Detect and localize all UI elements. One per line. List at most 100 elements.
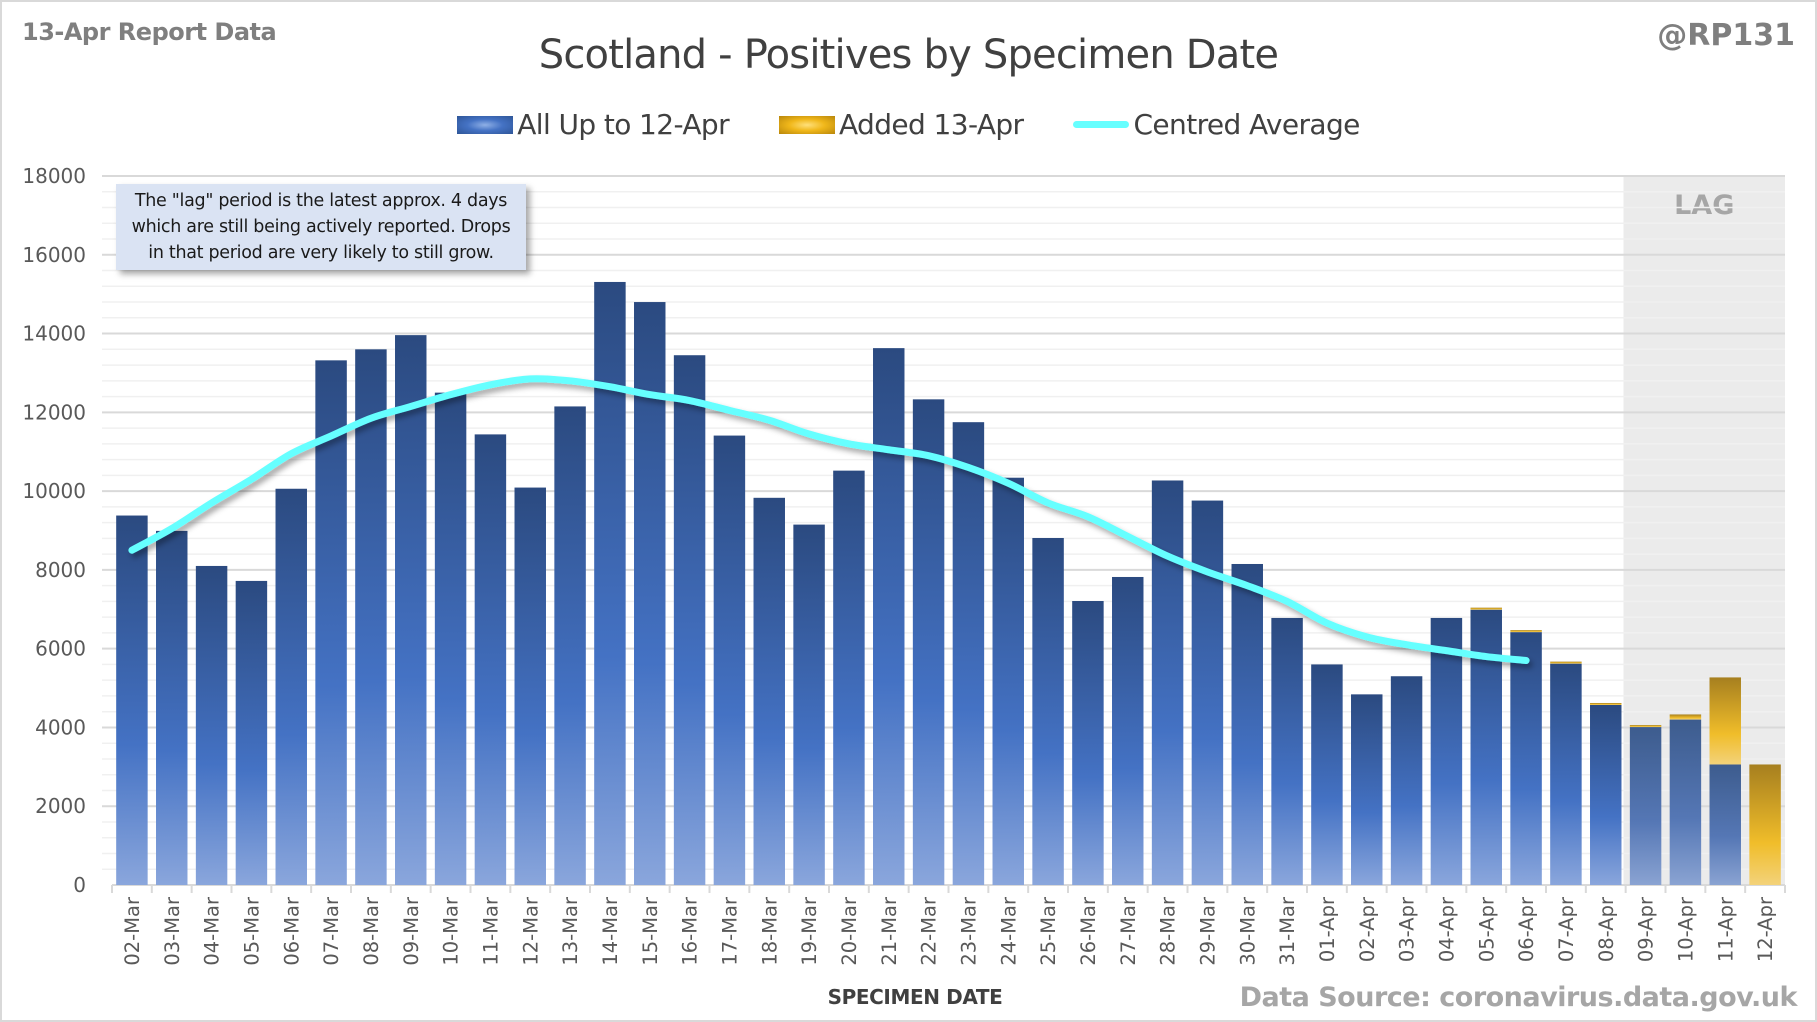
bar-added-11-Apr [1709, 677, 1741, 765]
y-tick-label: 14000 [22, 322, 86, 346]
legend: All Up to 12-Apr Added 13-Apr Centred Av… [0, 108, 1817, 141]
bar-all-up-to-14-Mar [594, 281, 626, 885]
bar-all-up-to-10-Mar [434, 392, 467, 885]
bar-added-12-Apr [1749, 764, 1781, 885]
bar-all-up-to-19-Mar [793, 524, 825, 885]
x-tick-label: 08-Apr [1595, 896, 1618, 962]
bar-all-up-to-23-Mar [952, 422, 985, 885]
bar-all-up-to-22-Mar [912, 399, 945, 885]
x-tick-label: 24-Mar [997, 896, 1020, 966]
bar-all-up-to-12-Mar [514, 487, 546, 885]
x-tick-label: 04-Mar [201, 896, 224, 966]
x-tick-label: 21-Mar [878, 896, 901, 966]
bar-all-up-to-25-Mar [1032, 537, 1064, 885]
bar-all-up-to-09-Mar [395, 335, 427, 885]
note-line: The "lag" period is the latest approx. 4… [134, 191, 508, 211]
bar-added-06-Apr [1510, 630, 1542, 633]
x-tick-label: 29-Mar [1196, 896, 1219, 966]
bar-all-up-to-16-Mar [673, 355, 706, 885]
bar-all-up-to-13-Mar [554, 406, 586, 885]
bar-all-up-to-02-Apr [1351, 694, 1383, 885]
lag-label: LAG [1674, 190, 1734, 221]
x-tick-label: 31-Mar [1276, 896, 1299, 966]
x-tick-label: 05-Mar [240, 896, 263, 966]
bar-all-up-to-10-Apr [1669, 719, 1702, 885]
centred-average-line [128, 375, 1530, 664]
x-tick-label: 05-Apr [1475, 896, 1498, 962]
x-tick-label: 01-Apr [1316, 896, 1339, 962]
y-tick-label: 16000 [22, 243, 86, 267]
bar-all-up-to-04-Mar [195, 565, 228, 885]
bar-added-10-Apr [1669, 714, 1702, 720]
bar-all-up-to-20-Mar [833, 470, 865, 885]
x-tick-label: 15-Mar [639, 896, 662, 966]
bar-added-05-Apr [1470, 607, 1502, 610]
x-tick-label: 28-Mar [1157, 896, 1180, 966]
x-tick-label: 03-Mar [161, 896, 184, 966]
bar-all-up-to-17-Mar [713, 435, 746, 885]
bar-all-up-to-26-Mar [1072, 601, 1104, 885]
x-tick-label: 26-Mar [1077, 896, 1100, 966]
x-tick-label: 09-Apr [1635, 896, 1658, 962]
x-tick-label: 18-Mar [758, 896, 781, 966]
bar-added-09-Apr [1629, 725, 1662, 728]
x-axis-title: SPECIMEN DATE [827, 985, 1003, 1009]
x-tick-label: 10-Apr [1674, 896, 1697, 962]
bar-all-up-to-11-Apr [1709, 764, 1741, 885]
legend-label: Centred Average [1133, 108, 1360, 141]
bar-all-up-to-30-Mar [1231, 563, 1263, 885]
x-tick-label: 14-Mar [599, 896, 622, 966]
x-tick-label: 17-Mar [718, 896, 741, 966]
x-tick-label: 04-Apr [1435, 896, 1458, 962]
bar-all-up-to-01-Apr [1311, 664, 1343, 885]
x-tick-label: 12-Apr [1754, 896, 1777, 962]
bar-all-up-to-07-Apr [1550, 663, 1582, 885]
gold-swatch-icon [779, 115, 835, 134]
x-tick-label: 03-Apr [1396, 896, 1419, 962]
legend-item-added: Added 13-Apr [779, 108, 1024, 141]
x-tick-label: 12-Mar [519, 896, 542, 966]
x-tick-label: 06-Mar [280, 896, 303, 966]
bar-all-up-to-06-Mar [275, 488, 307, 885]
x-tick-label: 06-Apr [1515, 896, 1538, 962]
legend-item-average: Centred Average [1073, 108, 1360, 141]
bar-all-up-to-31-Mar [1271, 617, 1303, 885]
x-tick-label: 20-Mar [838, 896, 861, 966]
bar-added-08-Apr [1590, 702, 1622, 705]
bar-all-up-to-05-Apr [1470, 609, 1502, 885]
legend-item-all-up-to: All Up to 12-Apr [457, 108, 730, 141]
bar-all-up-to-08-Mar [355, 349, 387, 885]
note-line: which are still being actively reported.… [131, 217, 511, 237]
bar-all-up-to-04-Apr [1430, 617, 1463, 885]
x-tick-label: 08-Mar [360, 896, 383, 966]
x-tick-label: 02-Apr [1356, 896, 1379, 962]
bar-all-up-to-06-Apr [1510, 632, 1542, 885]
y-tick-label: 10000 [22, 479, 86, 503]
x-tick-label: 23-Mar [957, 896, 980, 966]
x-tick-label: 25-Mar [1037, 896, 1060, 966]
bar-all-up-to-08-Apr [1590, 704, 1622, 885]
y-tick-label: 12000 [22, 400, 86, 424]
x-tick-label: 11-Apr [1714, 896, 1737, 962]
report-date-label: 13-Apr Report Data [22, 18, 277, 46]
x-tick-label: 02-Mar [121, 896, 144, 966]
x-tick-label: 11-Mar [479, 896, 502, 966]
bar-all-up-to-29-Mar [1191, 500, 1224, 885]
bar-added-07-Apr [1550, 661, 1582, 664]
y-tick-label: 0 [73, 873, 86, 897]
x-tick-label: 22-Mar [918, 896, 941, 966]
lag-explanation-note: The "lag" period is the latest approx. 4… [116, 184, 526, 270]
x-tick-label: 09-Mar [400, 896, 423, 966]
y-tick-label: 2000 [35, 794, 86, 818]
x-tick-label: 27-Mar [1117, 896, 1140, 966]
y-tick-label: 4000 [35, 715, 86, 739]
bar-all-up-to-18-Mar [753, 497, 785, 885]
chart-title: Scotland - Positives by Specimen Date [538, 32, 1279, 78]
bar-all-up-to-05-Mar [235, 580, 268, 885]
note-line: in that period are very likely to still … [148, 243, 494, 263]
x-tick-label: 13-Mar [559, 896, 582, 966]
x-tick-label: 16-Mar [679, 896, 702, 966]
bar-all-up-to-09-Apr [1629, 727, 1662, 885]
x-tick-label: 30-Mar [1236, 896, 1259, 966]
